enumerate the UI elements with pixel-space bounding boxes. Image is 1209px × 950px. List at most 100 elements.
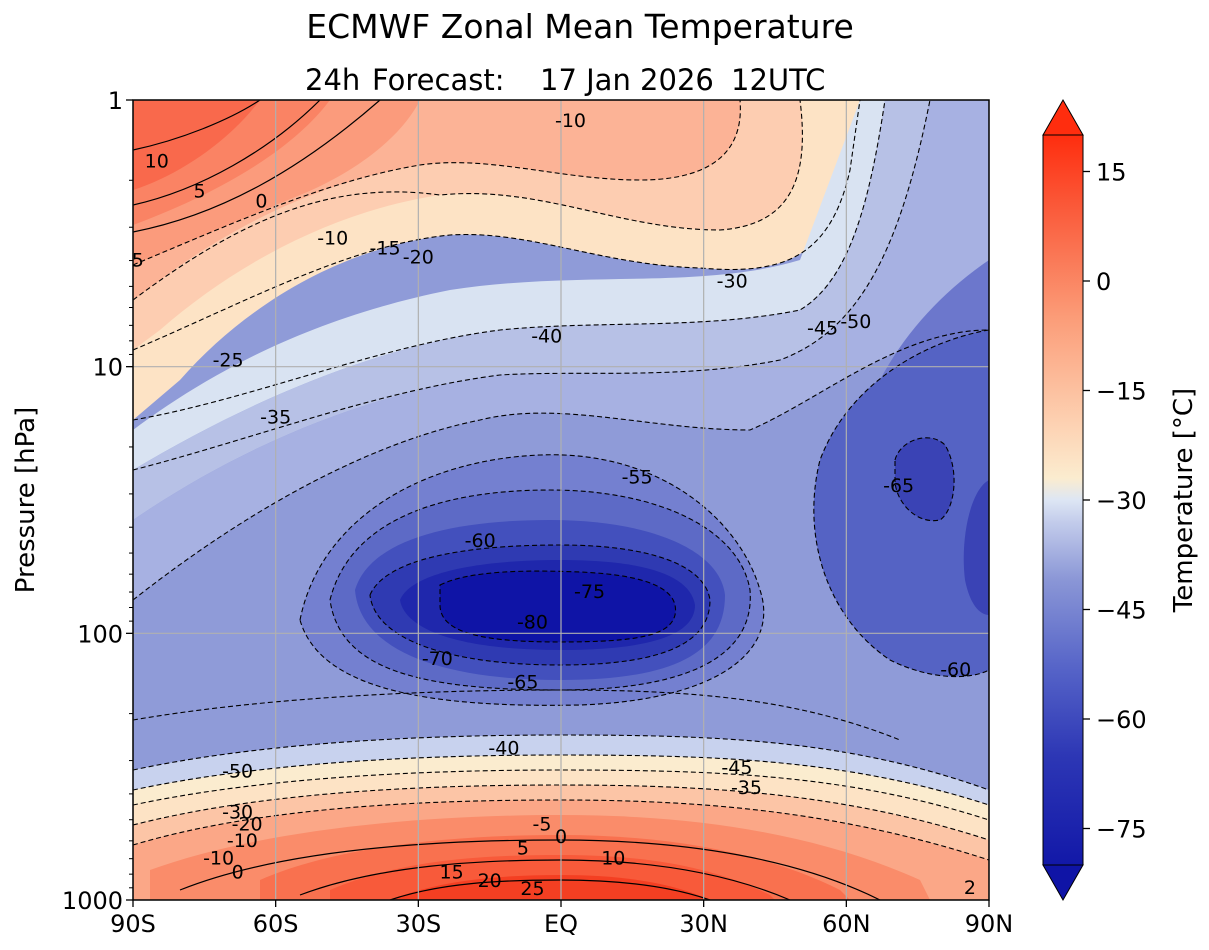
contour-label: 10 (601, 848, 625, 870)
colorbar: 15 0 −15 −30 −45 −60 −75 Temperature [°C] (1042, 98, 1199, 902)
contour-line-dashed (369, 544, 711, 666)
contour-label: 0 (555, 826, 567, 848)
contour-lines-dashed (133, 100, 989, 861)
contour-label: -70 (422, 648, 453, 670)
chart-subtitle: 24h Forecast: 17 Jan 2026 12UTC (305, 63, 825, 97)
subtitle-time: 12UTC (731, 63, 825, 97)
contour-label: -50 (222, 761, 253, 783)
contour-label: -65 (883, 475, 914, 497)
x-tick-label: 90S (110, 910, 156, 938)
contour-label: -25 (213, 350, 244, 372)
contour-line-dashed (299, 454, 765, 706)
contour-label: -35 (731, 777, 762, 799)
contour-label: 5 (194, 180, 206, 202)
contour-label: -55 (622, 466, 653, 488)
contour-label: -65 (507, 672, 538, 694)
subtitle-forecast: Forecast: (372, 63, 504, 97)
contour-label: 5 (132, 250, 144, 272)
polar-cold-4 (963, 480, 989, 615)
contour-label: 10 (145, 150, 169, 172)
contour-label: -10 (317, 227, 348, 249)
subtitle-date: 17 Jan 2026 (540, 63, 714, 97)
colorbar-gradient (1042, 134, 1084, 866)
colorbar-tick-label: −15 (1096, 378, 1147, 406)
colorbar-tick-label: −75 (1096, 816, 1147, 844)
x-tick-label: 60S (253, 910, 299, 938)
contour-label: 15 (440, 862, 464, 884)
tropo-warm-9 (390, 875, 710, 900)
contour-line-dashed (813, 329, 989, 678)
contour-label: -80 (517, 611, 548, 633)
contour-line-dashed (439, 570, 677, 643)
contour-label: -40 (531, 325, 562, 347)
colorbar-tick-label: −30 (1096, 487, 1147, 515)
polar-cold-2 (813, 330, 989, 677)
colorbar-label: Temperature [°C] (1169, 388, 1199, 613)
strat-cool-band-1 (133, 100, 930, 520)
contour-line-dashed (133, 100, 931, 471)
colorbar-extend-min (1042, 864, 1084, 902)
y-axis-label: Pressure [hPa] (11, 407, 41, 594)
contour-line-dashed (133, 799, 989, 861)
y-tick-label: 100 (77, 620, 123, 648)
tropo-cold-6 (440, 571, 676, 642)
contour-line-dashed (133, 100, 886, 421)
contour-line (179, 839, 881, 900)
x-tick-label: 60N (822, 910, 871, 938)
contour-label: -10 (227, 830, 258, 852)
y-tick-label: 1000 (62, 887, 123, 915)
y-tick-label: 10 (92, 354, 123, 382)
contour-line-dashed (133, 784, 989, 841)
x-tick-label: 30N (679, 910, 728, 938)
grid-lines (133, 100, 989, 900)
contour-label: 0 (232, 862, 244, 884)
contour-label: -30 (717, 271, 748, 293)
strat-cool-band-2 (133, 100, 989, 600)
contour-label: -45 (721, 757, 752, 779)
contour-line-dashed (133, 100, 861, 351)
colorbar-extend-max (1042, 98, 1084, 136)
contour-label: 25 (520, 878, 544, 900)
contour-line (133, 100, 321, 206)
contour-label: -10 (555, 110, 586, 132)
contour-label: -15 (370, 237, 401, 259)
contour-label: -60 (940, 659, 971, 681)
contour-line (389, 879, 711, 900)
contour-line-dashed (894, 437, 955, 522)
contour-label: 5 (517, 837, 529, 859)
strat-pale-band (133, 100, 885, 470)
polar-cold-3 (895, 437, 955, 521)
contour-label: -5 (533, 813, 552, 835)
contour-line-dashed (133, 754, 989, 806)
contour-line-dashed (133, 100, 741, 266)
contour-label: 2 (964, 877, 976, 899)
y-axis: 1 10 100 1000 (62, 87, 133, 915)
contour-line-dashed (133, 734, 989, 791)
contour-fill-area (133, 100, 989, 900)
contour-label: -40 (488, 737, 519, 759)
colorbar-tick-label: 0 (1096, 268, 1111, 296)
contour-line-dashed (133, 100, 803, 301)
colorbar-ticks: 15 0 −15 −30 −45 −60 −75 (1083, 159, 1147, 844)
contour-line-dashed (329, 489, 751, 691)
contour-label: -75 (574, 581, 605, 603)
x-tick-label: 90N (965, 910, 1014, 938)
contour-label: -50 (840, 311, 871, 333)
contour-label: -35 (260, 406, 291, 428)
contour-label: -20 (232, 813, 263, 835)
x-axis: 90S 60S 30S EQ 30N 60N 90N (110, 900, 1013, 938)
contour-label: -60 (465, 530, 496, 552)
y-tick-label: 1 (108, 87, 123, 115)
subtitle-lead: 24h (305, 63, 360, 97)
colorbar-tick-label: −45 (1096, 597, 1147, 625)
contour-line-dashed (133, 329, 989, 601)
contour-line (133, 100, 261, 151)
contour-labels: 105 05-10 -15 -20-10-30-45 -50-25-40-35-55 -6… (132, 110, 976, 900)
colorbar-tick-label: −60 (1096, 706, 1147, 734)
contour-label: -30 (222, 802, 253, 824)
chart-title: ECMWF Zonal Mean Temperature (306, 7, 854, 46)
contour-label: -45 (807, 318, 838, 340)
contour-label: -20 (403, 247, 434, 269)
contour-lines (133, 100, 881, 900)
